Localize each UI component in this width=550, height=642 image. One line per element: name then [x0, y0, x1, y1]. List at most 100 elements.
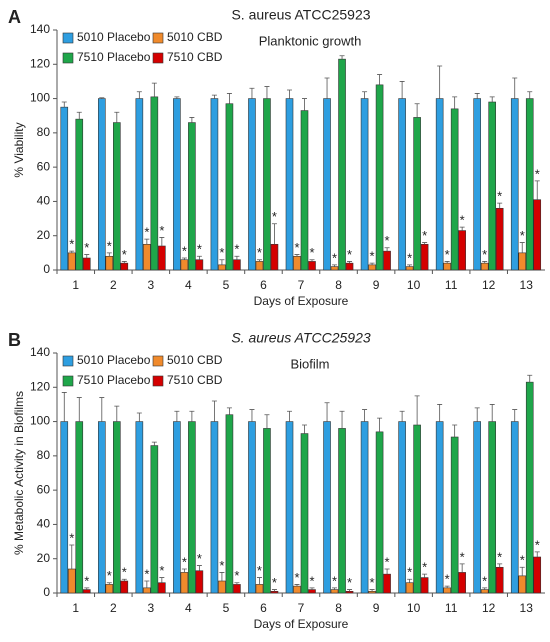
bar	[255, 584, 264, 594]
error-bar	[332, 264, 338, 267]
error-bar	[234, 255, 240, 260]
bar	[300, 433, 309, 594]
legend-label: 7510 CBD	[167, 50, 223, 64]
x-tick-label: 12	[482, 278, 496, 292]
bar	[330, 266, 339, 271]
significance-marker: *	[332, 250, 337, 265]
error-bar	[234, 582, 240, 585]
bar	[60, 106, 69, 271]
error-bar	[76, 111, 82, 120]
bar	[495, 566, 504, 594]
significance-marker: *	[182, 243, 187, 258]
bar	[188, 122, 196, 271]
bar	[285, 98, 294, 271]
significance-marker: *	[122, 247, 127, 262]
x-tick-label: 7	[298, 601, 305, 615]
bar	[105, 584, 114, 594]
error-bar	[489, 404, 495, 422]
error-bar	[151, 441, 157, 446]
y-tick-label: 100	[30, 414, 50, 428]
bar	[195, 570, 204, 594]
error-bar	[294, 584, 300, 587]
error-bar	[189, 117, 195, 123]
error-bar	[151, 82, 157, 97]
significance-marker: *	[347, 575, 352, 590]
legend-label: 7510 CBD	[167, 373, 223, 387]
bar	[67, 252, 76, 271]
x-tick-label: 13	[520, 278, 534, 292]
legend-swatch	[152, 375, 164, 387]
bar	[135, 421, 144, 594]
legend-swatch	[62, 375, 74, 387]
x-tick-label: 7	[298, 278, 305, 292]
bar	[473, 421, 481, 594]
significance-marker: *	[219, 558, 224, 573]
x-tick-label: 11	[445, 601, 458, 615]
bar	[488, 421, 496, 594]
significance-marker: *	[159, 223, 164, 238]
error-bar	[99, 97, 105, 99]
bar	[368, 590, 376, 594]
error-bar	[399, 81, 405, 99]
error-bar	[407, 578, 413, 583]
panel-label: A	[8, 7, 21, 27]
bar	[263, 428, 271, 594]
bar	[330, 589, 339, 594]
significance-marker: *	[234, 242, 239, 257]
error-bar	[249, 87, 255, 99]
y-axis-label: % Metabolic Activity in Biofilms	[12, 391, 26, 555]
error-bar	[474, 93, 480, 99]
significance-marker: *	[422, 228, 427, 243]
error-bar	[219, 259, 225, 265]
bar	[383, 573, 391, 594]
legend-label: 5010 Placebo	[77, 30, 151, 44]
bar	[143, 243, 151, 271]
bar	[510, 98, 519, 271]
significance-marker: *	[482, 247, 487, 262]
bar	[480, 589, 489, 594]
error-bar	[324, 402, 330, 422]
y-axis-label: % Viability	[12, 122, 26, 177]
error-bar	[407, 264, 413, 267]
bar	[218, 580, 226, 594]
bar	[525, 381, 534, 594]
bar	[285, 421, 294, 594]
error-bar	[114, 405, 120, 422]
error-bar	[474, 407, 480, 422]
bar	[405, 582, 414, 594]
error-bar	[482, 261, 488, 264]
y-tick-label: 80	[37, 125, 51, 139]
bar	[82, 589, 91, 594]
legend-swatch	[62, 355, 74, 367]
x-tick-label: 1	[72, 601, 79, 615]
significance-marker: *	[309, 245, 314, 260]
significance-marker: *	[445, 247, 450, 262]
error-bar	[519, 242, 525, 253]
significance-marker: *	[294, 570, 299, 585]
significance-marker: *	[407, 250, 412, 265]
error-bar	[226, 407, 232, 415]
bar	[120, 580, 129, 594]
error-bar	[309, 259, 315, 262]
error-bar	[377, 417, 383, 432]
error-bar	[444, 261, 450, 264]
error-bar	[174, 410, 180, 422]
error-bar	[211, 400, 217, 422]
significance-marker: *	[347, 247, 352, 262]
error-bar	[174, 96, 180, 99]
significance-marker: *	[385, 233, 390, 248]
error-bar	[519, 566, 525, 576]
error-bar	[136, 412, 142, 422]
legend-label: 5010 CBD	[167, 353, 223, 367]
y-tick-label: 120	[30, 56, 50, 70]
bar	[345, 590, 354, 594]
x-tick-label: 6	[260, 278, 267, 292]
significance-marker: *	[309, 573, 314, 588]
bar	[173, 98, 181, 271]
error-bar	[414, 395, 420, 425]
bar	[450, 108, 459, 271]
error-bar	[121, 578, 127, 581]
bar	[270, 590, 279, 594]
error-bar	[159, 237, 165, 246]
